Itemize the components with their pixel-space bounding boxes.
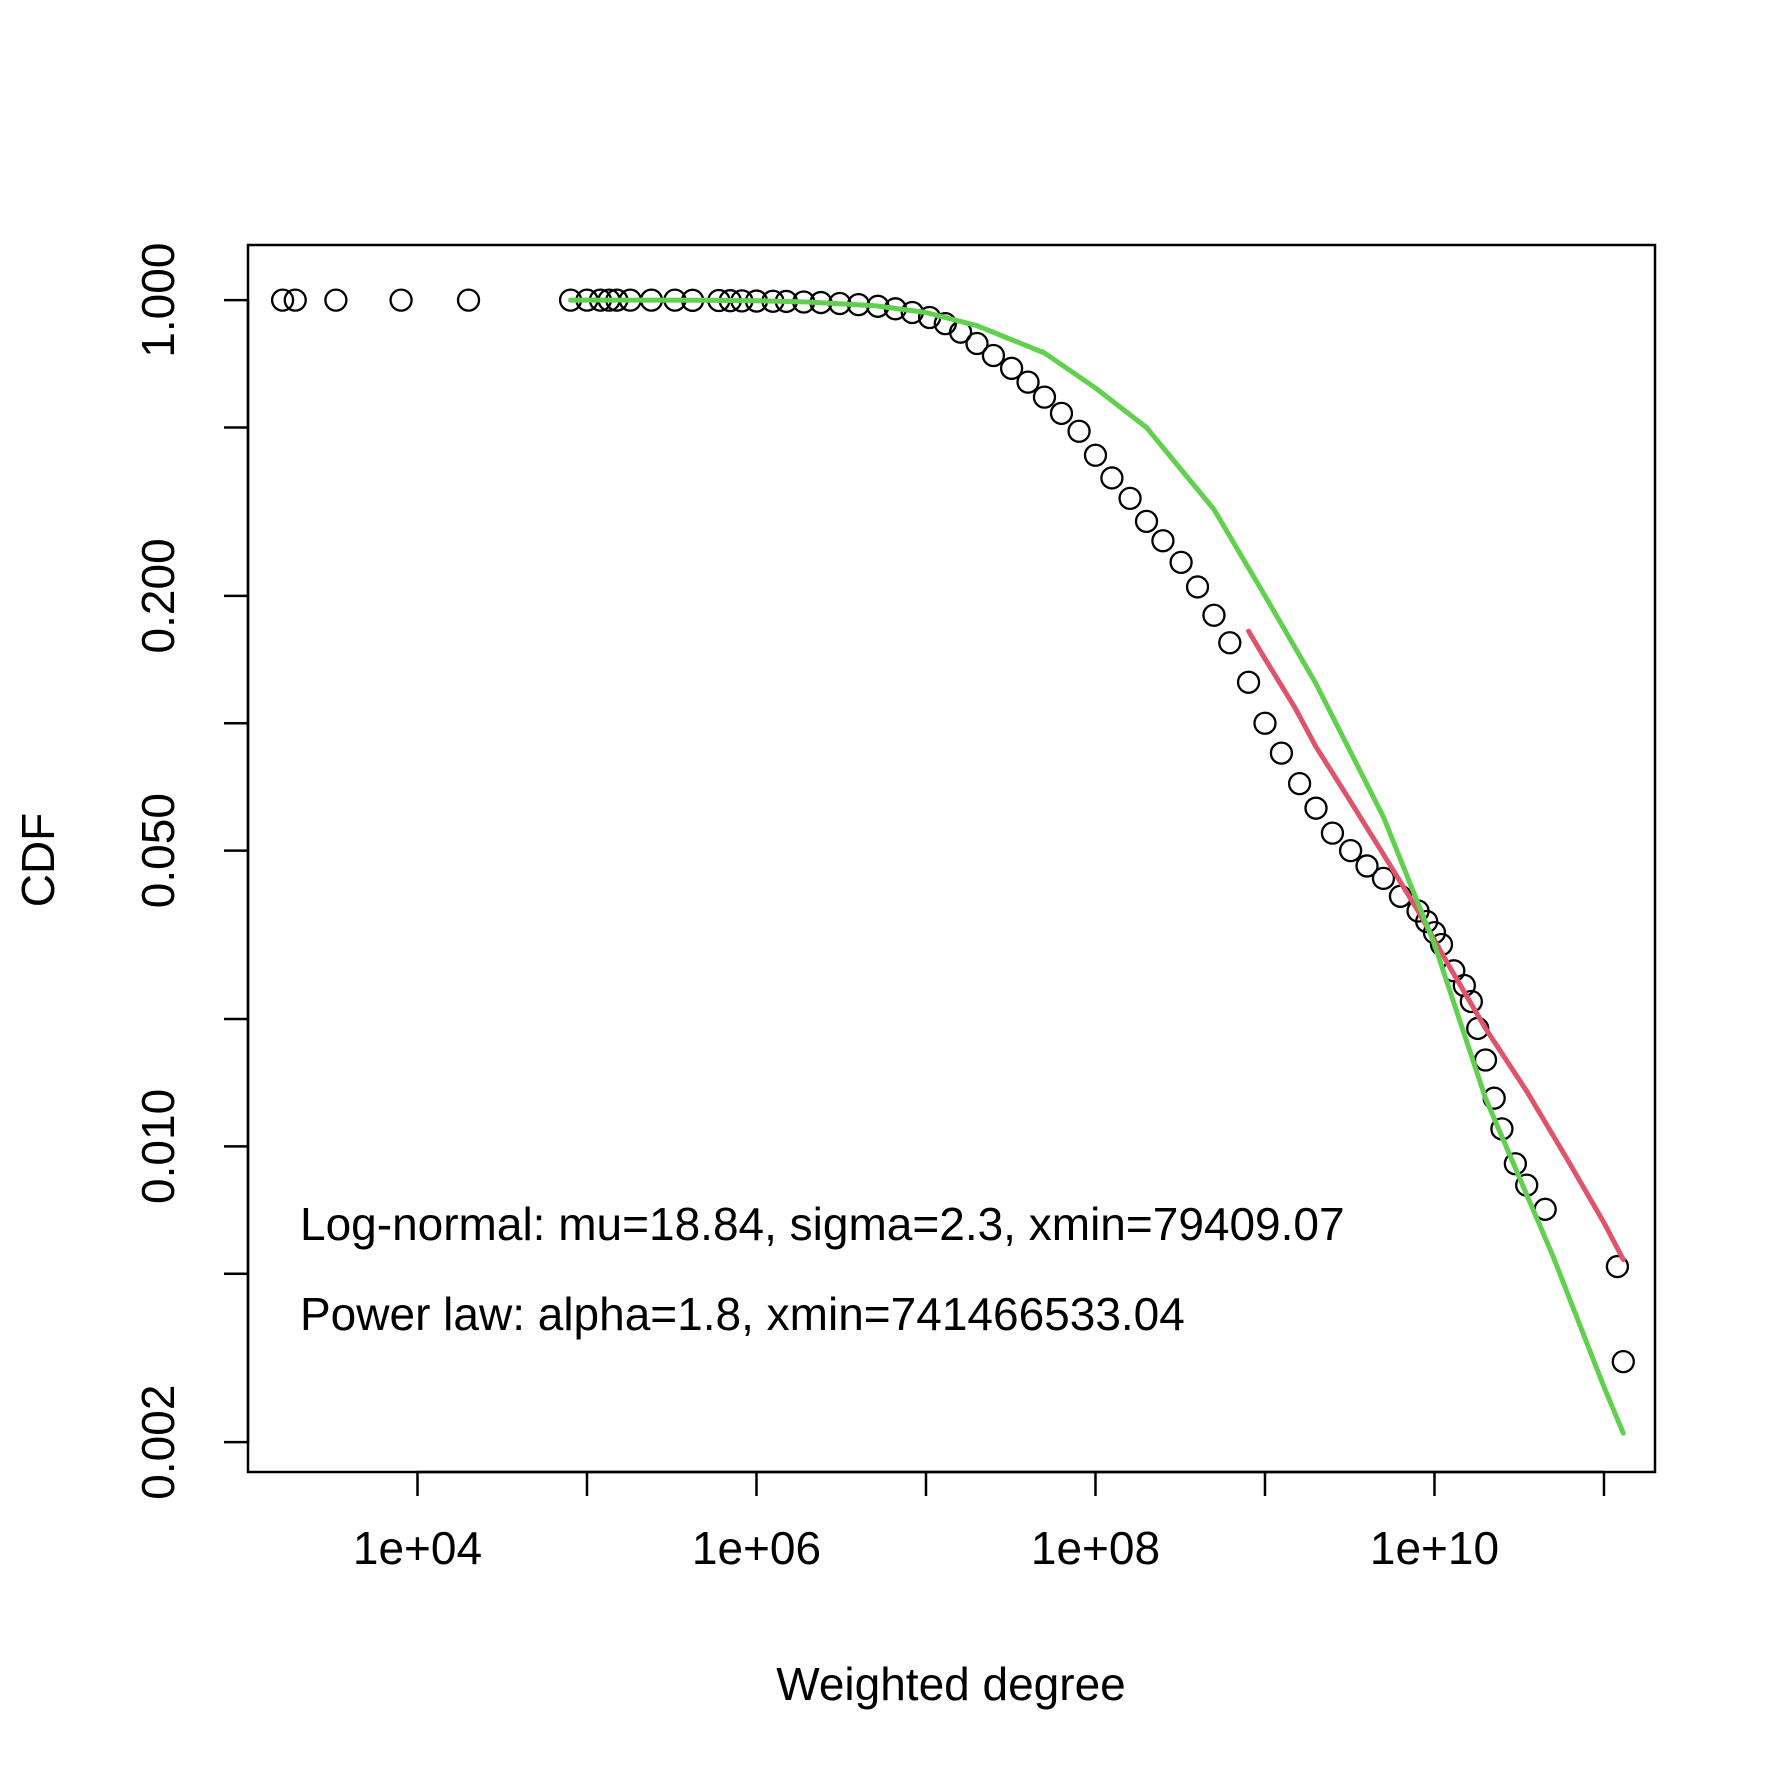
x-axis-label: Weighted degree	[776, 1658, 1126, 1710]
log-normal-fit-line	[568, 297, 1626, 1436]
y-tick-label: 0.010	[132, 1089, 184, 1204]
y-tick-label: 0.200	[132, 538, 184, 653]
y-tick-label: 0.050	[132, 793, 184, 908]
data-point	[1253, 711, 1277, 735]
y-tick-label: 1.000	[132, 243, 184, 358]
data-point	[1083, 443, 1108, 467]
data-point	[1269, 741, 1294, 765]
data-point	[456, 288, 481, 312]
y-axis: 1.000 0.200 0.050 0.010 0.002	[132, 243, 250, 1500]
y-tick-label: 0.002	[132, 1385, 184, 1500]
data-point	[1304, 796, 1328, 820]
data-point	[1016, 370, 1040, 394]
data-point	[1611, 1349, 1635, 1374]
data-point	[999, 356, 1024, 380]
data-point	[1169, 550, 1193, 575]
data-point	[1100, 466, 1124, 490]
x-tick-label: 1e+04	[353, 1522, 482, 1574]
data-point	[965, 331, 989, 356]
data-point	[1459, 989, 1483, 1014]
data-point	[1134, 509, 1159, 534]
powerlaw-annotation: Power law: alpha=1.8, xmin=741466533.04	[300, 1288, 1185, 1340]
data-point	[324, 288, 348, 312]
data-point	[1218, 631, 1242, 655]
data-point	[1202, 603, 1226, 627]
x-axis: 1e+04 1e+06 1e+08 1e+10	[353, 1470, 1606, 1574]
data-point	[1605, 1254, 1630, 1279]
data-point	[1473, 1048, 1498, 1072]
x-tick-label: 1e+10	[1370, 1522, 1499, 1574]
x-tick-label: 1e+06	[692, 1522, 821, 1574]
data-point	[1049, 401, 1074, 426]
data-point	[270, 288, 295, 312]
data-point	[1371, 866, 1396, 891]
data-point	[1236, 670, 1261, 694]
data-point	[1355, 854, 1379, 878]
power-law-fit-line	[1246, 628, 1626, 1263]
data-point	[1151, 529, 1175, 553]
data-point	[1320, 821, 1345, 845]
lognormal-annotation: Log-normal: mu=18.84, sigma=2.3, xmin=79…	[300, 1198, 1345, 1250]
data-point	[1338, 838, 1363, 863]
data-point	[1287, 771, 1312, 796]
y-axis-label: CDF	[12, 813, 64, 908]
data-point	[1067, 419, 1091, 443]
x-tick-label: 1e+08	[1031, 1522, 1160, 1574]
fit-lines	[568, 297, 1626, 1436]
data-point	[1032, 385, 1057, 409]
data-point	[389, 288, 413, 312]
data-point	[981, 343, 1006, 368]
data-point	[1118, 486, 1142, 511]
data-point	[1185, 575, 1210, 599]
data-point	[283, 288, 307, 312]
